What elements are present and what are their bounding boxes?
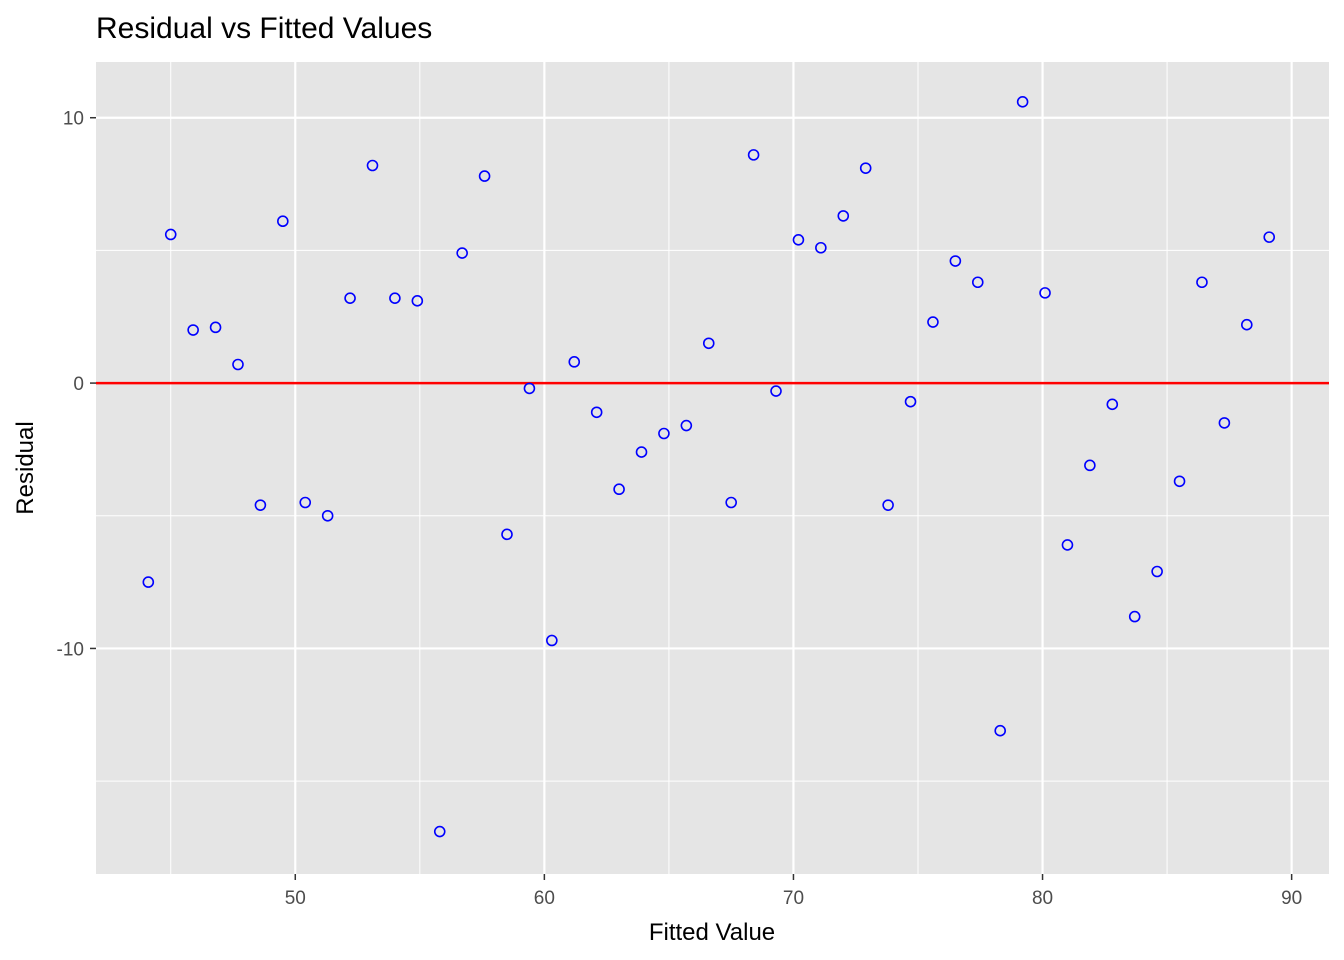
data-point — [1061, 539, 1074, 551]
data-point — [1084, 459, 1096, 472]
data-point — [949, 255, 962, 267]
data-point — [1128, 610, 1141, 623]
data-point — [164, 228, 177, 241]
data-point — [366, 159, 379, 172]
y-tick-label: -10 — [57, 639, 84, 660]
data-point — [142, 576, 155, 588]
plot-panel — [96, 62, 1329, 874]
data-point — [433, 825, 446, 838]
data-point — [747, 149, 760, 161]
x-tick-label: 70 — [783, 888, 804, 909]
data-point — [635, 446, 648, 458]
data-point — [770, 385, 782, 397]
data-point — [680, 419, 693, 432]
data-point — [702, 337, 715, 350]
minor-gridlines — [96, 62, 1329, 874]
x-tick-label: 80 — [1032, 888, 1053, 909]
data-point — [1016, 96, 1029, 108]
data-point — [792, 233, 805, 246]
data-point — [1241, 318, 1253, 331]
data-point — [456, 247, 468, 259]
y-axis-title: Residual — [12, 421, 39, 514]
data-point — [1151, 565, 1163, 578]
data-point — [232, 358, 244, 371]
data-point — [725, 496, 737, 509]
data-points — [142, 96, 1276, 838]
data-point — [904, 395, 917, 408]
data-point — [882, 499, 894, 511]
data-point — [971, 276, 984, 289]
data-point — [1196, 276, 1208, 289]
data-point — [837, 210, 850, 222]
data-point — [411, 295, 424, 307]
data-point — [927, 316, 939, 328]
data-point — [254, 499, 267, 511]
data-point — [344, 292, 356, 304]
data-point — [1173, 475, 1186, 488]
x-tick-label: 90 — [1281, 888, 1302, 909]
x-tick-label: 60 — [534, 888, 555, 909]
data-point — [209, 321, 222, 334]
y-tick-label: 10 — [63, 109, 84, 130]
data-point — [1218, 417, 1231, 429]
y-axis: -10 0 10 — [57, 109, 96, 660]
data-point — [389, 292, 401, 304]
data-point — [321, 509, 334, 522]
data-point — [815, 241, 827, 254]
data-point — [658, 427, 670, 440]
data-point — [1106, 398, 1119, 411]
chart-title: Residual vs Fitted Values — [96, 12, 432, 45]
data-point — [546, 634, 558, 647]
data-point — [859, 162, 872, 174]
data-point — [523, 382, 536, 395]
data-point — [187, 324, 199, 336]
y-tick-label: 0 — [73, 374, 84, 395]
data-point — [501, 528, 513, 541]
x-axis-title: Fitted Value — [649, 919, 775, 946]
data-point — [590, 406, 603, 419]
data-point — [994, 724, 1007, 737]
data-point — [1263, 231, 1276, 243]
data-point — [299, 496, 312, 509]
x-tick-label: 50 — [285, 888, 306, 909]
data-point — [613, 483, 625, 496]
data-point — [1039, 287, 1051, 299]
data-point — [568, 356, 581, 368]
x-axis: 50 60 70 80 90 — [285, 874, 1302, 909]
data-point — [277, 215, 289, 228]
data-point — [478, 170, 491, 182]
